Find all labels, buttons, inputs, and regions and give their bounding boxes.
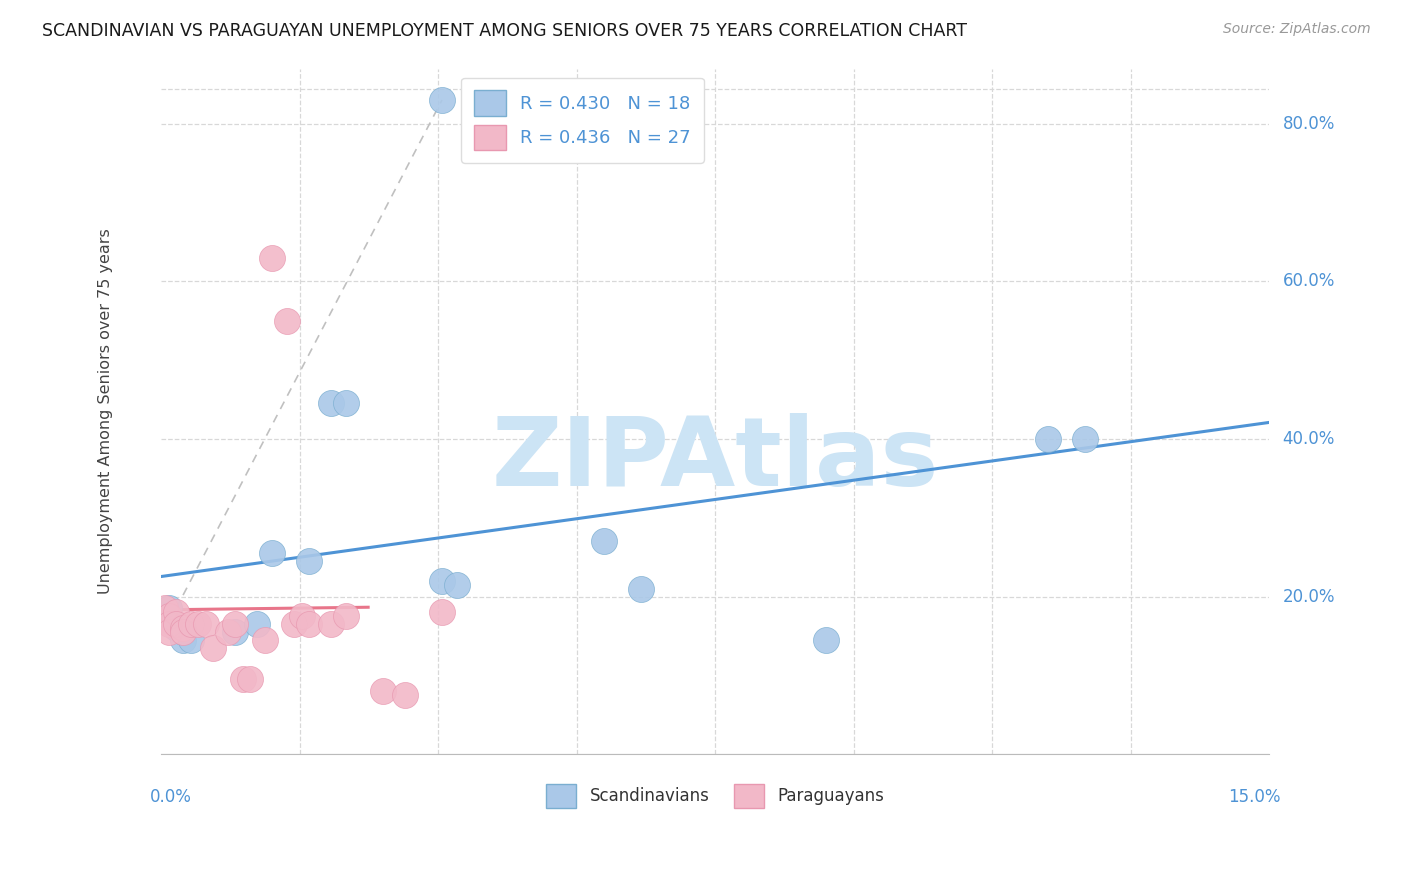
Point <box>291 609 314 624</box>
Point <box>630 582 652 596</box>
Point <box>180 632 202 647</box>
Point <box>173 625 195 640</box>
Text: 80.0%: 80.0% <box>1282 115 1334 133</box>
Point <box>153 601 176 615</box>
Point <box>157 617 180 632</box>
Text: SCANDINAVIAN VS PARAGUAYAN UNEMPLOYMENT AMONG SENIORS OVER 75 YEARS CORRELATION : SCANDINAVIAN VS PARAGUAYAN UNEMPLOYMENT … <box>42 22 967 40</box>
Point <box>335 396 357 410</box>
Point <box>335 609 357 624</box>
Point <box>321 396 343 410</box>
Point <box>430 574 453 588</box>
Point <box>321 617 343 632</box>
Point <box>232 673 254 687</box>
Point <box>276 314 298 328</box>
Point <box>180 617 202 632</box>
Legend: Scandinavians, Paraguayans: Scandinavians, Paraguayans <box>540 778 891 814</box>
Point <box>246 617 269 632</box>
Point <box>253 632 276 647</box>
Point <box>224 625 246 640</box>
Point <box>173 621 195 635</box>
Point <box>157 609 180 624</box>
Point <box>217 625 239 640</box>
Text: Source: ZipAtlas.com: Source: ZipAtlas.com <box>1223 22 1371 37</box>
Point <box>187 617 209 632</box>
Point <box>1073 432 1095 446</box>
Point <box>1036 432 1059 446</box>
Text: 40.0%: 40.0% <box>1282 430 1334 448</box>
Point <box>194 617 217 632</box>
Point <box>262 546 284 560</box>
Point <box>173 625 195 640</box>
Point <box>165 617 187 632</box>
Text: 20.0%: 20.0% <box>1282 588 1334 606</box>
Text: 0.0%: 0.0% <box>150 789 193 806</box>
Point <box>239 673 262 687</box>
Point <box>157 625 180 640</box>
Point <box>430 605 453 619</box>
Point <box>430 93 453 107</box>
Point <box>298 617 321 632</box>
Point <box>262 251 284 265</box>
Point <box>394 688 416 702</box>
Point <box>593 534 616 549</box>
Point <box>371 684 394 698</box>
Text: 15.0%: 15.0% <box>1227 789 1281 806</box>
Point <box>202 640 225 655</box>
Point <box>165 621 187 635</box>
Text: 60.0%: 60.0% <box>1282 272 1334 290</box>
Point <box>446 578 468 592</box>
Point <box>224 617 246 632</box>
Point <box>815 632 838 647</box>
Point <box>298 554 321 568</box>
Text: ZIPAtlas: ZIPAtlas <box>492 413 939 506</box>
Point <box>165 605 187 619</box>
Point <box>283 617 305 632</box>
Point <box>173 632 195 647</box>
Text: Unemployment Among Seniors over 75 years: Unemployment Among Seniors over 75 years <box>98 228 114 594</box>
Point <box>157 601 180 615</box>
